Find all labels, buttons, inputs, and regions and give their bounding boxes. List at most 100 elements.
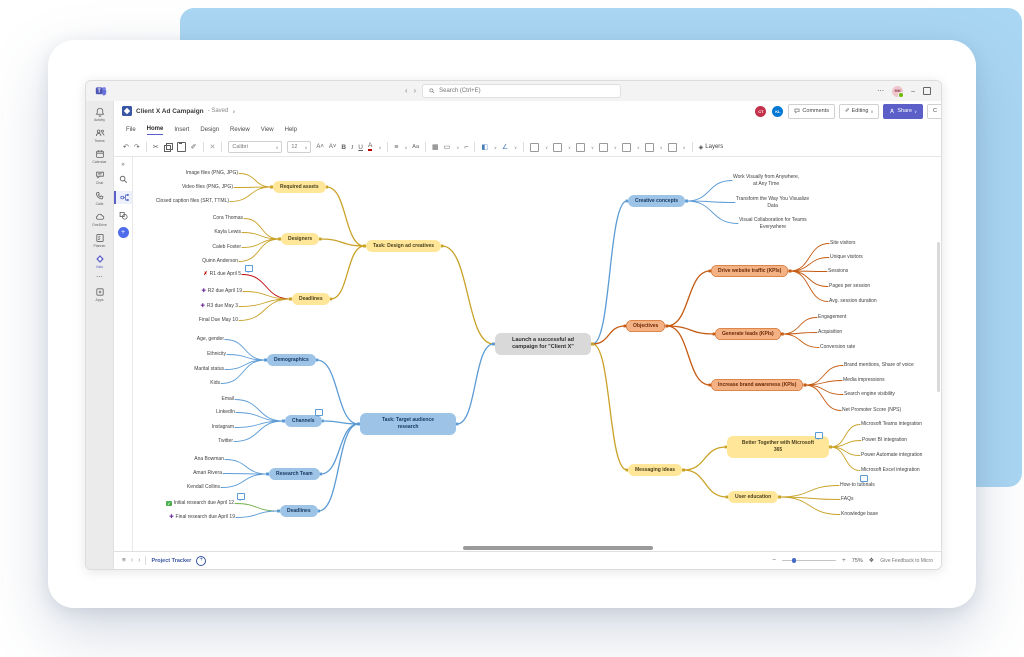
- mindmap-leaf[interactable]: Unique visitors: [830, 254, 863, 260]
- sidebar-item-onedrive[interactable]: OneDrive: [86, 210, 113, 230]
- mindmap-leaf[interactable]: ✚ R2 due April 19: [201, 288, 242, 294]
- feedback-link[interactable]: Give Feedback to Micro: [880, 557, 933, 564]
- undo-icon[interactable]: ↶: [123, 144, 129, 151]
- mindmap-leaf[interactable]: ✚ Final research due April 19: [169, 514, 235, 520]
- sidebar-item-chat[interactable]: Chat: [86, 168, 113, 188]
- mindmap-leaf[interactable]: Ethnicity: [207, 351, 226, 357]
- mindmap-leaf[interactable]: Power Automate integration: [861, 452, 923, 458]
- mindmap-node[interactable]: Increase brand awareness (KPIs): [711, 379, 804, 391]
- mindmap-leaf[interactable]: Conversion rate: [820, 344, 856, 350]
- mindmap-leaf[interactable]: How-to tutorials: [840, 482, 875, 488]
- comment-indicator-icon[interactable]: [860, 475, 868, 482]
- sidebar-item-apps[interactable]: Apps: [86, 285, 113, 305]
- sidebar-item-visio[interactable]: Visio: [86, 252, 113, 272]
- vertical-scrollbar[interactable]: [937, 242, 940, 392]
- mindmap-leaf[interactable]: Amari Rivera: [193, 470, 222, 476]
- add-shape-button[interactable]: +: [117, 227, 129, 238]
- mindmap-node[interactable]: Designers: [281, 233, 320, 245]
- menu-insert[interactable]: Insert: [174, 126, 190, 133]
- italic-button[interactable]: I: [351, 143, 354, 151]
- mindmap-leaf[interactable]: ✓ Initial research due April 12: [166, 500, 234, 506]
- line-color-icon[interactable]: ∠: [501, 144, 509, 151]
- menu-design[interactable]: Design: [200, 126, 220, 133]
- shrink-font-icon[interactable]: A˅: [328, 144, 337, 150]
- sidebar-item-teams[interactable]: Teams: [86, 126, 113, 146]
- menu-review[interactable]: Review: [230, 126, 250, 133]
- mindmap-leaf[interactable]: Twitter: [218, 438, 233, 444]
- bring-forward-icon[interactable]: [621, 142, 631, 152]
- format-painter-icon[interactable]: ✐: [190, 144, 197, 151]
- mindmap-leaf[interactable]: Knowledge base: [841, 511, 878, 517]
- zoom-slider[interactable]: [781, 558, 836, 563]
- mindmap-node[interactable]: Objectives: [626, 320, 666, 332]
- mindmap-leaf[interactable]: Closed caption files (SRT, TTML): [155, 198, 229, 204]
- comment-indicator-icon[interactable]: [245, 265, 253, 272]
- shape-icon[interactable]: ▭: [443, 144, 451, 151]
- copy-icon[interactable]: [163, 143, 174, 152]
- mindmap-center-node[interactable]: Launch a successful ad campaign for "Cli…: [495, 333, 591, 355]
- collaborator-avatar[interactable]: CT: [754, 104, 768, 118]
- mindmap-leaf[interactable]: Sessions: [828, 268, 849, 274]
- ungroup-icon[interactable]: [598, 142, 608, 152]
- font-select[interactable]: Calibri ∨: [228, 141, 283, 153]
- mindmap-leaf[interactable]: Kayla Lewis: [214, 229, 241, 235]
- user-avatar[interactable]: MM: [892, 85, 905, 98]
- align-text-icon[interactable]: ≡: [394, 143, 399, 151]
- comment-indicator-icon[interactable]: [315, 409, 323, 416]
- menu-help[interactable]: Help: [284, 126, 297, 133]
- mindmap-leaf[interactable]: FAQs: [841, 496, 854, 502]
- comments-button[interactable]: Comments: [788, 103, 836, 119]
- mindmap-leaf[interactable]: Work Visually from Anywhere, at Any Time: [733, 174, 800, 187]
- mindmap-leaf[interactable]: Instagram: [211, 424, 234, 430]
- mindmap-leaf[interactable]: Cora Thomas: [212, 215, 243, 221]
- next-page-icon[interactable]: ›: [138, 557, 141, 564]
- maximize-icon[interactable]: [923, 87, 931, 95]
- paste-icon[interactable]: [176, 141, 186, 152]
- mindmap-leaf[interactable]: Microsoft Excel integration: [861, 467, 920, 473]
- send-backward-icon[interactable]: [644, 142, 654, 152]
- editing-mode-button[interactable]: ✐ Editing ∨: [839, 103, 880, 119]
- mindmap-leaf[interactable]: Kids: [210, 380, 220, 386]
- mindmap-leaf[interactable]: Avg. session duration: [829, 298, 877, 304]
- diagram-canvas[interactable]: Launch a successful ad campaign for "Cli…: [133, 157, 941, 551]
- mindmap-leaf[interactable]: Site visitors: [830, 240, 856, 246]
- mindmap-leaf[interactable]: Quinn Anderson: [202, 258, 238, 264]
- sidebar-item-calls[interactable]: Calls: [86, 189, 113, 209]
- menu-file[interactable]: File: [126, 126, 136, 133]
- fill-color-icon[interactable]: ◧: [481, 144, 488, 151]
- mindmap-leaf[interactable]: Visual Collaboration for Teams Everywher…: [739, 217, 807, 230]
- font-size-select[interactable]: 12 ∨: [287, 141, 312, 153]
- mindmap-leaf[interactable]: Image files (PNG, JPG): [185, 170, 238, 176]
- zoom-in-icon[interactable]: +: [841, 557, 846, 564]
- mindmap-leaf[interactable]: Ana Bowman: [194, 456, 224, 462]
- chevron-down-icon[interactable]: ∨: [232, 108, 236, 114]
- mindmap-node[interactable]: Research Team: [269, 468, 320, 480]
- cut-icon[interactable]: ✂: [152, 144, 159, 151]
- redo-icon[interactable]: ↷: [133, 144, 140, 151]
- mindmap-leaf[interactable]: Acquisition: [818, 329, 843, 335]
- mindmap-leaf[interactable]: Search engine visibility: [844, 391, 895, 397]
- mindmap-node[interactable]: Messaging ideas: [628, 464, 683, 476]
- zoom-level[interactable]: 75%: [851, 557, 863, 564]
- mindmap-leaf[interactable]: Brand mentions, Share of voice: [844, 362, 914, 368]
- horizontal-scrollbar[interactable]: [463, 546, 653, 550]
- mindmap-node[interactable]: Demographics: [267, 354, 316, 366]
- pages-menu-icon[interactable]: ≡: [122, 557, 126, 564]
- mindmap-node[interactable]: User education: [728, 491, 779, 503]
- mindmap-task-node[interactable]: Task: Target audience research: [360, 413, 456, 435]
- mindmap-leaf[interactable]: Caleb Foster: [212, 244, 241, 250]
- mindmap-node[interactable]: Creative concepts: [628, 195, 686, 207]
- mindmap-leaf[interactable]: Kendall Collins: [186, 484, 220, 490]
- mindmap-node[interactable]: Better Together with Microsoft 365: [727, 436, 829, 458]
- minimize-icon[interactable]: –: [911, 87, 915, 95]
- position-icon[interactable]: [553, 142, 563, 152]
- mindmap-task-node[interactable]: Task: Design ad creatives: [366, 240, 442, 252]
- mindmap-node[interactable]: Drive website traffic (KPIs): [711, 265, 789, 277]
- sidebar-item-more[interactable]: ⋯: [86, 273, 113, 284]
- mindmap-leaf[interactable]: Net Promoter Score (NPS): [842, 407, 902, 413]
- mindmap-leaf[interactable]: Power BI integration: [862, 437, 908, 443]
- prev-page-icon[interactable]: ‹: [130, 557, 134, 564]
- shapes-tool-icon[interactable]: [119, 211, 128, 220]
- mindmap-leaf[interactable]: ✚ R3 due May 3: [200, 303, 238, 309]
- mindmap-node[interactable]: Deadlines: [280, 505, 318, 517]
